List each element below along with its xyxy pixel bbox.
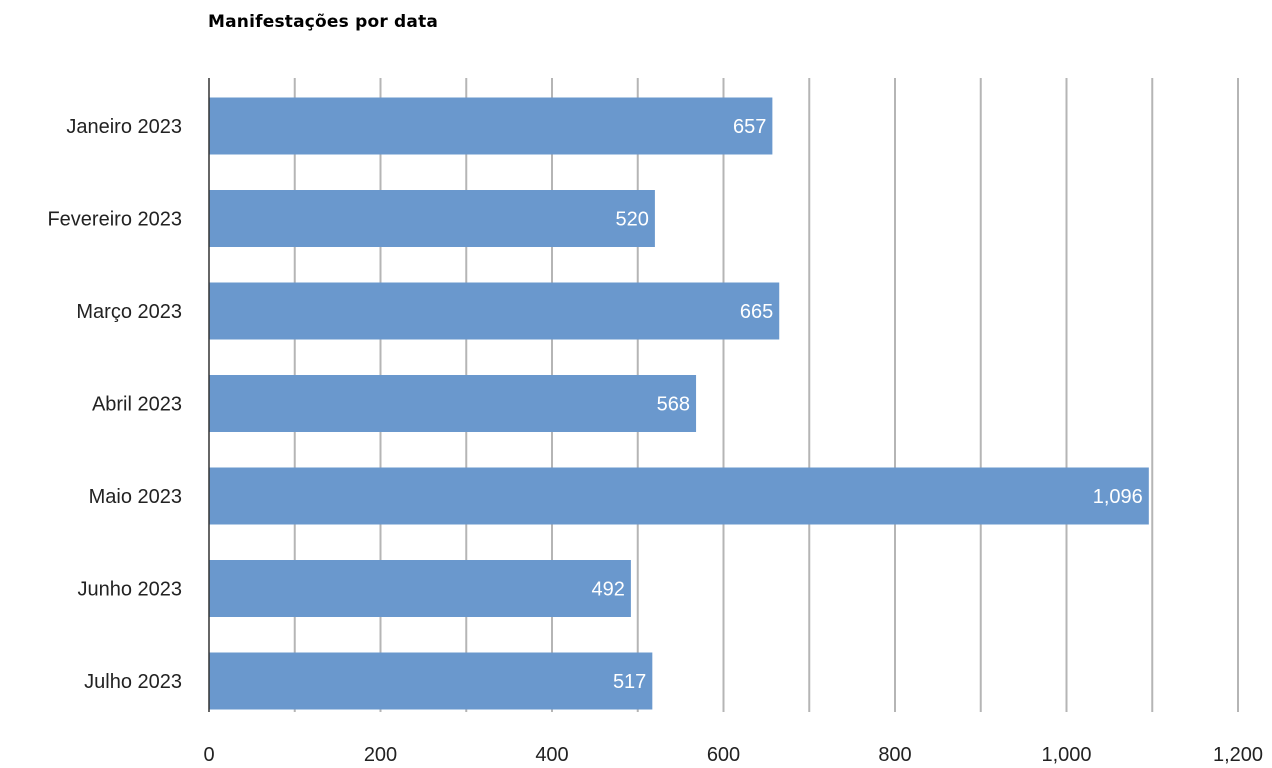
x-tick-label: 800 [878, 744, 911, 766]
bars-layer [209, 97, 1149, 710]
x-tick-label: 0 [203, 744, 214, 766]
category-label: Fevereiro 2023 [47, 209, 182, 231]
bar [209, 467, 1149, 525]
bar [209, 375, 697, 432]
category-label: Janeiro 2023 [66, 116, 182, 138]
bar [209, 282, 780, 340]
data-label: 665 [740, 301, 773, 323]
bar [209, 190, 655, 247]
data-label: 657 [733, 116, 766, 138]
data-label: 517 [613, 671, 646, 693]
bar [209, 97, 773, 155]
category-label: Junho 2023 [77, 579, 182, 601]
category-label: Maio 2023 [89, 486, 182, 508]
x-tick-label: 600 [707, 744, 740, 766]
x-tick-label: 200 [364, 744, 397, 766]
x-tick-label: 400 [535, 744, 568, 766]
x-tick-label: 1,000 [1041, 744, 1091, 766]
category-label: Abril 2023 [92, 394, 182, 416]
chart-title: Manifestações por data [208, 12, 439, 32]
data-label: 520 [616, 209, 649, 231]
data-label: 568 [657, 394, 690, 416]
bar [209, 652, 653, 710]
labels-layer: 657 Janeiro 2023 520 Fevereiro 2023 665 Março… [47, 116, 1263, 766]
category-label: Março 2023 [76, 301, 182, 323]
data-label: 492 [592, 579, 625, 601]
bar [209, 560, 631, 617]
data-label: 1,096 [1093, 486, 1143, 508]
x-tick-label: 1,200 [1213, 744, 1263, 766]
category-label: Julho 2023 [84, 671, 182, 693]
